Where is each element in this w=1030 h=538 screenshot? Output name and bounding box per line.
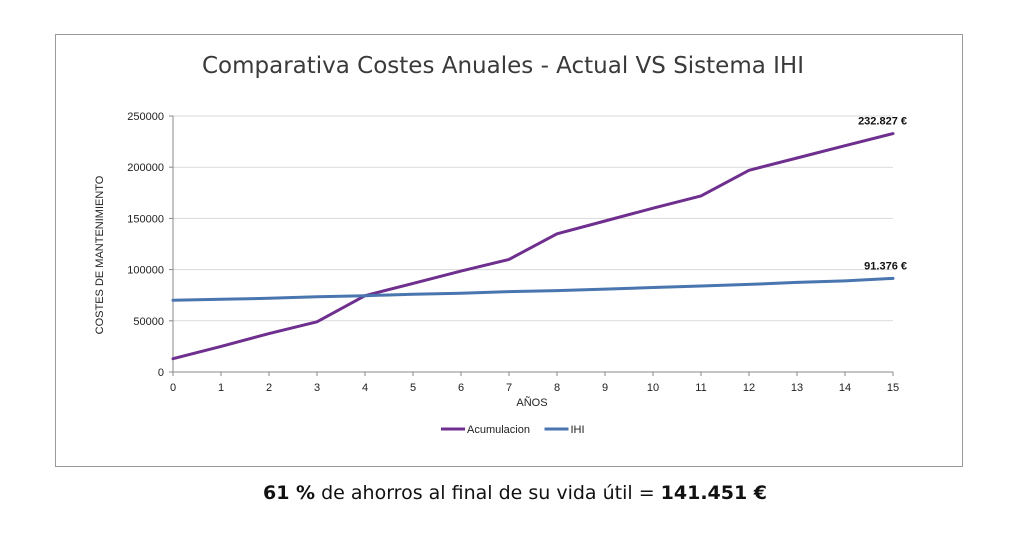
data-point: [892, 132, 895, 135]
data-point: [508, 258, 511, 261]
data-point: [844, 279, 847, 282]
data-point: [700, 194, 703, 197]
data-point: [652, 286, 655, 289]
end-value-label: 232.827 €: [858, 116, 907, 128]
gridlines: [173, 115, 893, 322]
data-point: [652, 207, 655, 210]
data-point: [316, 295, 319, 298]
x-tick-label: 9: [602, 382, 608, 394]
data-point: [556, 289, 559, 292]
y-axis-label: COSTES DE MANTENIMIENTO: [94, 175, 106, 334]
chart-frame: Comparativa Costes Anuales - Actual VS S…: [55, 34, 963, 467]
chart-title: Comparativa Costes Anuales - Actual VS S…: [202, 53, 804, 79]
x-tick-label: 4: [362, 382, 368, 394]
y-tick-label: 50000: [133, 316, 164, 328]
legend-entry: Acumulacion: [467, 424, 530, 436]
data-point: [172, 299, 175, 302]
data-point: [268, 332, 271, 335]
end-value-label: 91.376 €: [864, 260, 907, 272]
savings-summary: 61 % de ahorros al final de su vida útil…: [0, 482, 1030, 504]
data-point: [844, 144, 847, 147]
data-point: [172, 357, 175, 360]
y-tick-label: 250000: [127, 111, 164, 123]
x-tick-label: 5: [410, 382, 416, 394]
x-tick-label: 1: [218, 382, 224, 394]
legend-entry: IHI: [571, 424, 585, 436]
data-point: [460, 292, 463, 295]
legend: Acumulacion IHI: [441, 424, 585, 436]
x-tick-label: 3: [314, 382, 320, 394]
data-point: [364, 294, 367, 297]
data-point: [412, 293, 415, 296]
data-point: [700, 284, 703, 287]
x-tick-label: 7: [506, 382, 512, 394]
x-tick-label: 6: [458, 382, 464, 394]
data-point: [508, 290, 511, 293]
savings-text: de ahorros al final de su vida útil =: [315, 482, 661, 504]
x-tick-label: 15: [887, 382, 899, 394]
data-point: [556, 232, 559, 235]
data-point: [796, 281, 799, 284]
data-point: [220, 345, 223, 348]
x-tick-label: 11: [695, 382, 706, 394]
x-tick-label: 13: [791, 382, 803, 394]
x-tick-label: 8: [554, 382, 560, 394]
series-line-acumulacion: [171, 132, 895, 361]
data-point: [412, 282, 415, 285]
data-point: [460, 270, 463, 273]
y-tick-label: 150000: [127, 213, 164, 225]
x-axis-label: AÑOS: [516, 396, 547, 409]
data-point: [604, 219, 607, 222]
y-tick-label: 0: [158, 367, 164, 379]
x-tick-label: 12: [743, 382, 755, 394]
x-tick-label: 2: [266, 382, 272, 394]
series-line-ihi: [171, 276, 895, 302]
series-lines: [171, 132, 895, 361]
x-tick-label: 10: [647, 382, 659, 394]
data-point: [604, 288, 607, 291]
data-point: [748, 283, 751, 286]
x-tick-label: 0: [170, 382, 176, 394]
data-point: [268, 297, 271, 300]
data-point: [748, 169, 751, 172]
savings-amount: 141.451 €: [660, 482, 768, 504]
y-tick-label: 200000: [127, 162, 164, 174]
data-point: [892, 277, 895, 280]
data-point: [220, 298, 223, 301]
y-tick-label: 100000: [127, 265, 164, 277]
data-point: [796, 156, 799, 159]
data-point: [316, 320, 319, 323]
line-chart: Comparativa Costes Anuales - Actual VS S…: [94, 53, 907, 436]
x-tick-label: 14: [839, 382, 851, 394]
savings-percent: 61 %: [262, 482, 316, 504]
data-labels: 232.827 € 91.376 €: [858, 116, 907, 273]
